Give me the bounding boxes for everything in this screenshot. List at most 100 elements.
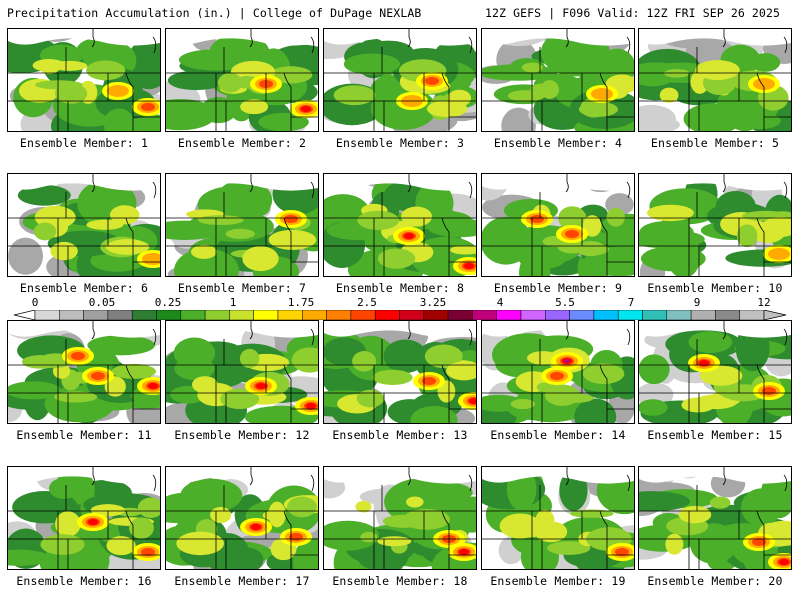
ensemble-map-panel bbox=[481, 466, 635, 570]
ensemble-member-label: Ensemble Member: 7 bbox=[177, 281, 307, 295]
state-boundary bbox=[407, 29, 411, 48]
light-precip-area bbox=[167, 70, 225, 91]
light-precip-area bbox=[8, 381, 62, 400]
moderate-precip-area bbox=[540, 80, 559, 99]
heavy-precip-core bbox=[71, 352, 85, 360]
model-valid-time: 12Z GEFS | F096 Valid: 12Z FRI SEP 26 20… bbox=[485, 6, 780, 20]
no-precip-area bbox=[639, 29, 791, 46]
state-boundary bbox=[626, 328, 631, 346]
heavy-precip-core bbox=[422, 377, 436, 385]
state-boundary bbox=[783, 36, 788, 54]
ensemble-member-label: Ensemble Member: 5 bbox=[650, 136, 780, 150]
moderate-precip-area bbox=[659, 87, 679, 103]
no-precip-area bbox=[166, 174, 318, 191]
light-precip-area bbox=[491, 225, 535, 245]
heavy-precip-core bbox=[256, 383, 266, 389]
colorbar-tick-label: 1.75 bbox=[287, 296, 315, 309]
state-boundary bbox=[152, 36, 157, 54]
state-boundary bbox=[249, 174, 253, 193]
state-boundary bbox=[91, 29, 95, 48]
colorbar-min-arrow bbox=[13, 310, 36, 320]
heavy-precip-core bbox=[753, 78, 775, 90]
heavy-precip-core bbox=[779, 559, 789, 565]
light-precip-area bbox=[324, 520, 380, 551]
moderate-precip-area bbox=[240, 99, 269, 115]
heavy-precip-core bbox=[530, 215, 544, 223]
state-boundary bbox=[565, 174, 569, 193]
ensemble-member-label: Ensemble Member: 4 bbox=[493, 136, 623, 150]
ensemble-member-label: Ensemble Member: 13 bbox=[332, 428, 468, 442]
light-precip-area bbox=[17, 184, 71, 206]
colorbar-swatch bbox=[593, 310, 619, 320]
colorbar-swatch bbox=[326, 310, 352, 320]
heavy-precip-core bbox=[425, 77, 439, 85]
colorbar-swatch bbox=[520, 310, 546, 320]
precip-map bbox=[482, 174, 634, 276]
ensemble-member-label: Ensemble Member: 8 bbox=[335, 281, 465, 295]
state-boundary bbox=[152, 181, 157, 199]
state-boundary bbox=[249, 467, 253, 486]
colorbar-swatch bbox=[617, 310, 643, 320]
ensemble-map-panel bbox=[638, 320, 792, 424]
state-boundary bbox=[756, 510, 765, 569]
colorbar-swatch bbox=[229, 310, 254, 320]
moderate-precip-area bbox=[109, 205, 140, 225]
no-precip-area bbox=[8, 29, 160, 46]
moderate-precip-area bbox=[220, 388, 260, 410]
state-boundary bbox=[626, 474, 631, 492]
moderate-precip-area bbox=[190, 244, 217, 259]
ensemble-member-label: Ensemble Member: 12 bbox=[174, 428, 310, 442]
moderate-precip-area bbox=[33, 222, 57, 241]
product-title: Precipitation Accumulation (in.) | Colle… bbox=[7, 6, 422, 20]
moderate-precip-area bbox=[570, 509, 614, 518]
ensemble-member-label: Ensemble Member: 11 bbox=[16, 428, 152, 442]
moderate-precip-area bbox=[546, 541, 591, 555]
no-precip-area bbox=[639, 321, 791, 338]
colorbar-tick-label: 0 bbox=[31, 296, 39, 309]
moderate-precip-area bbox=[53, 391, 98, 403]
moderate-precip-area bbox=[377, 536, 412, 547]
colorbar-tick-label: 3.25 bbox=[419, 296, 447, 309]
state-boundary bbox=[407, 321, 411, 340]
no-precip-area bbox=[482, 29, 634, 46]
light-precip-area bbox=[8, 549, 51, 566]
heavy-precip-core bbox=[301, 106, 311, 112]
precip-map bbox=[639, 174, 791, 276]
light-precip-area bbox=[174, 248, 239, 276]
moderate-precip-area bbox=[424, 344, 463, 369]
colorbar-swatch bbox=[545, 310, 570, 320]
colorbar-swatch bbox=[302, 310, 327, 320]
colorbar-swatch bbox=[715, 310, 740, 320]
no-precip-area bbox=[166, 321, 318, 338]
state-boundary bbox=[91, 174, 95, 193]
state-boundary bbox=[125, 510, 134, 569]
light-precip-area bbox=[482, 394, 524, 412]
colorbar-tick-label: 7 bbox=[627, 296, 635, 309]
moderate-precip-area bbox=[578, 101, 618, 117]
ensemble-member-label: Ensemble Member: 2 bbox=[177, 136, 307, 150]
ensemble-map-panel bbox=[7, 466, 161, 570]
ensemble-map-panel bbox=[638, 173, 792, 277]
moderate-precip-area bbox=[21, 355, 59, 369]
heavy-precip-core bbox=[565, 230, 579, 238]
moderate-precip-area bbox=[106, 536, 136, 556]
no-precip-area bbox=[482, 467, 634, 484]
light-precip-area bbox=[383, 339, 428, 374]
light-precip-area bbox=[639, 399, 668, 416]
ensemble-map-panel bbox=[481, 173, 635, 277]
state-boundary bbox=[441, 364, 450, 423]
colorbar-swatch bbox=[569, 310, 595, 320]
ensemble-map-panel bbox=[323, 28, 477, 132]
state-boundary bbox=[468, 181, 473, 199]
ensemble-map-panel bbox=[165, 466, 319, 570]
ensemble-member-label: Ensemble Member: 18 bbox=[332, 574, 468, 588]
trace-precip-area bbox=[639, 115, 680, 131]
moderate-precip-area bbox=[129, 517, 154, 539]
colorbar-tick-label: 12 bbox=[757, 296, 771, 309]
light-precip-area bbox=[166, 505, 218, 524]
precip-map bbox=[166, 29, 318, 131]
state-boundary bbox=[152, 474, 157, 492]
ensemble-map-panel bbox=[7, 28, 161, 132]
moderate-precip-area bbox=[646, 204, 694, 222]
moderate-precip-area bbox=[176, 531, 225, 556]
